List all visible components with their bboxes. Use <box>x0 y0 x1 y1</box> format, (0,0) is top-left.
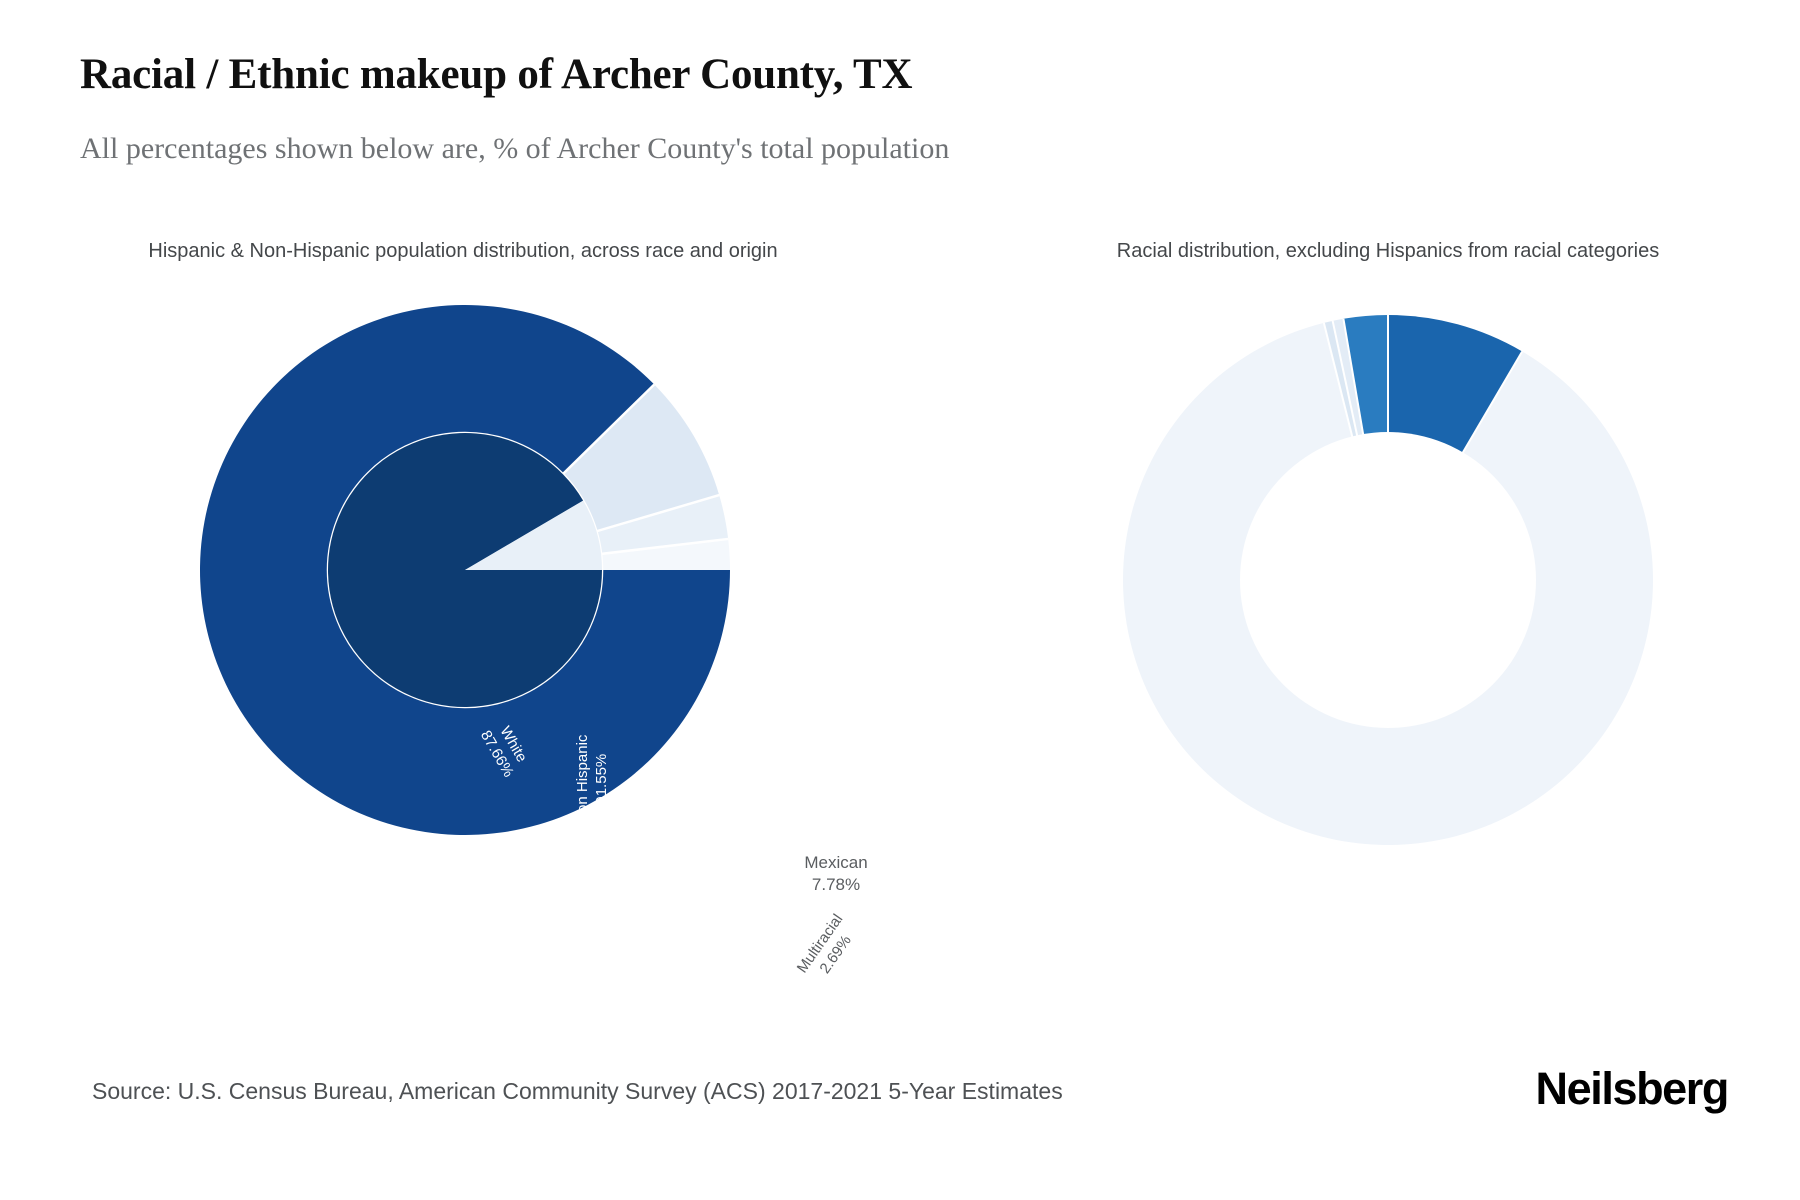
right-donut-chart: Hispanic 8.45% Multiracial 2.69% White 8… <box>1098 290 1678 870</box>
right-donut-svg <box>1123 315 1654 846</box>
slice-label-mexican-name: Mexican <box>804 853 868 872</box>
donut-ring-group <box>1123 315 1654 846</box>
donut-divider-2 <box>1387 350 1524 581</box>
donut-divider-3 <box>1322 322 1389 581</box>
page-subtitle: All percentages shown below are, % of Ar… <box>80 132 950 165</box>
brand-logo: Neilsberg <box>1535 1063 1730 1114</box>
left-chart-caption: Hispanic & Non-Hispanic population distr… <box>148 240 778 262</box>
slice-label-mexican: Mexican 7.78% <box>780 852 892 896</box>
donut-divider-4 <box>1331 320 1389 581</box>
slice-label-multiracial-left: Multiracial 2.69% <box>778 889 878 1009</box>
right-chart-caption: Racial distribution, excluding Hispanics… <box>1116 240 1660 262</box>
slice-non-hispanic-inner <box>328 432 602 707</box>
slice-label-mexican-value: 7.78% <box>811 874 861 894</box>
slice-label-multiracial-left-value: 2.69% <box>816 932 855 977</box>
donut-divider-5 <box>1342 318 1389 581</box>
slice-label-multiracial-left-name: Multiracial <box>793 911 847 977</box>
left-nested-pie-chart: White 87.66% Non Hispanic 91.55% Mexican… <box>185 290 868 977</box>
page-title: Racial / Ethnic makeup of Archer County,… <box>80 51 913 98</box>
slice-white-right <box>1123 322 1654 846</box>
left-pie-svg <box>200 304 731 835</box>
source-note: Source: U.S. Census Bureau, American Com… <box>92 1078 1063 1104</box>
slice-hispanic-right <box>1388 315 1523 580</box>
slice-hispanic-inner <box>465 500 602 570</box>
